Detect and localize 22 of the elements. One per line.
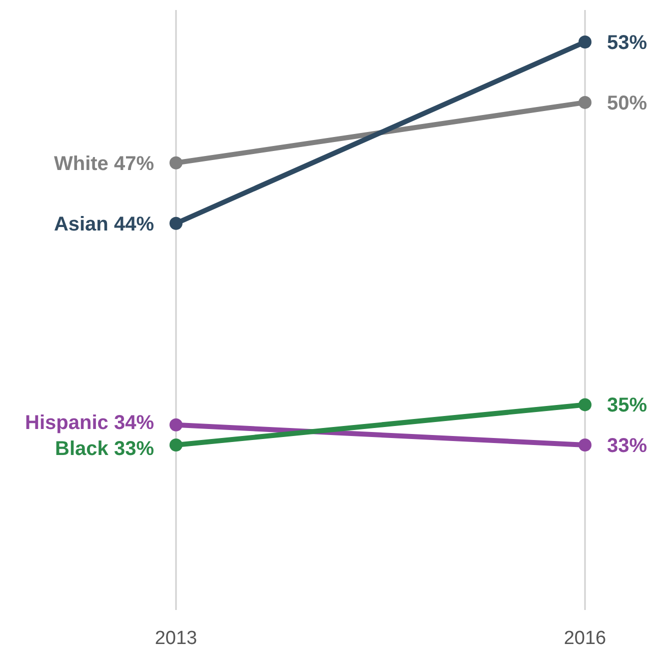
text: White (54, 152, 114, 175)
point (578, 438, 592, 452)
point (578, 96, 592, 109)
point (170, 418, 182, 432)
text: Hispanic (25, 412, 114, 434)
point (170, 156, 182, 170)
data-label: 34% (114, 412, 154, 434)
data-label: 50% (607, 92, 648, 114)
point (170, 216, 182, 230)
data-label: 53% (607, 32, 648, 54)
data-label: 33% (114, 438, 154, 460)
point (578, 398, 592, 412)
data-label: 47% (114, 152, 154, 175)
data-label: 33% (607, 435, 648, 457)
data-label: 35% (607, 394, 648, 417)
point (170, 438, 182, 452)
x-tick-label: 2013 (154, 628, 198, 649)
x-tick-label: 2016 (564, 628, 606, 649)
point (578, 36, 592, 48)
data-label: 44% (114, 213, 154, 236)
text: Black (55, 438, 114, 460)
text: Asian (54, 213, 114, 236)
